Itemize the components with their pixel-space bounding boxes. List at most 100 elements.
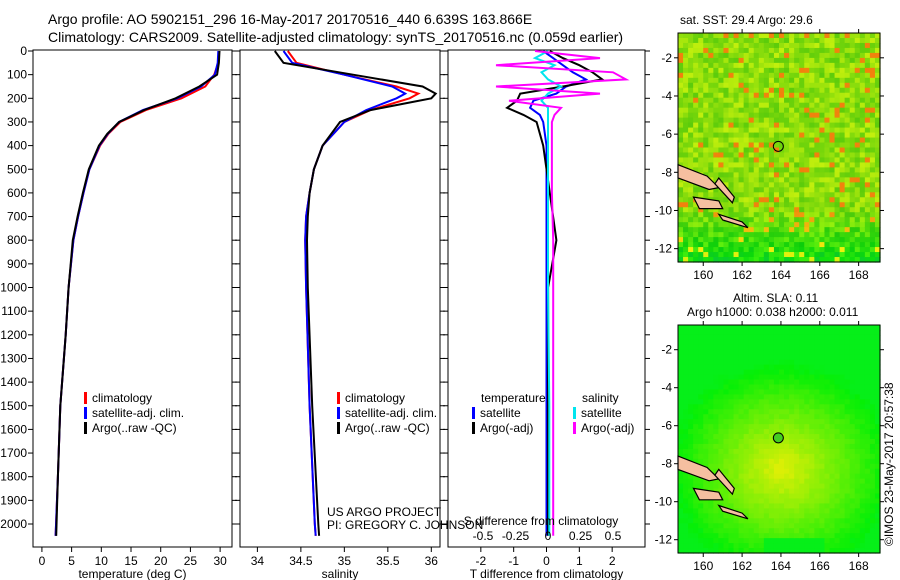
map-cell (678, 369, 684, 376)
map-cell (748, 439, 755, 445)
map-cell (854, 429, 861, 435)
map-cell (864, 57, 871, 64)
map-cell (824, 349, 831, 356)
map-cell (869, 473, 876, 480)
map-cell (859, 523, 866, 529)
map-cell (799, 379, 805, 386)
map-cell (824, 419, 831, 425)
map-cell (708, 463, 714, 470)
map-cell (819, 458, 826, 465)
map-cell (834, 538, 841, 544)
map-cell (864, 523, 871, 529)
map-cell (758, 379, 765, 386)
map-cell (683, 252, 689, 258)
map-cell (864, 369, 871, 376)
map-cell (693, 212, 699, 218)
map-cell (713, 187, 719, 193)
map-cell (799, 107, 805, 114)
map-cell (708, 389, 714, 395)
map-cell (678, 192, 684, 198)
map-cell (784, 132, 790, 139)
map-cell (859, 227, 866, 233)
map-cell (789, 354, 795, 361)
map-cell (738, 132, 745, 139)
map-cell (723, 493, 730, 500)
map-cell (723, 227, 730, 233)
map-cell (794, 57, 800, 64)
map-cell (854, 498, 861, 505)
map-cell (824, 112, 831, 119)
map-cell (763, 222, 770, 228)
map-cell (693, 458, 699, 465)
map-cell (768, 137, 775, 144)
map-cell (693, 122, 699, 129)
map-cell (844, 207, 851, 213)
map-cell (849, 379, 856, 386)
map-cell (849, 33, 856, 39)
map-cell (703, 187, 709, 193)
map-cell (779, 493, 785, 500)
map-cell (849, 329, 856, 336)
map-cell (824, 468, 831, 475)
map-cell (844, 167, 851, 173)
map-cell (834, 453, 841, 460)
map-cell (819, 212, 826, 218)
salinity-panel: 34 34.5 35 35.5 36salinityclimatologysatelli… (235, 49, 445, 580)
map-cell (698, 147, 704, 154)
map-cell (839, 167, 846, 173)
map-cell (829, 57, 836, 64)
timestamp: ©IMOS 23-May-2017 20:57:38 (882, 382, 896, 546)
map-cell (809, 232, 815, 238)
map-cell (834, 369, 841, 376)
map-cell (728, 117, 735, 124)
map-cell (849, 47, 856, 54)
map-cell (683, 72, 689, 79)
map-cell (799, 147, 805, 154)
map-cell (844, 379, 851, 386)
map-cell (824, 453, 831, 460)
map-cell (839, 217, 846, 223)
map-cell (864, 192, 871, 198)
map-cell (728, 478, 735, 485)
map-cell (743, 112, 750, 119)
map-cell (723, 232, 730, 238)
map-cell (784, 172, 790, 178)
map-cell (829, 112, 836, 119)
map-cell (819, 543, 826, 549)
map-cell (763, 242, 770, 248)
map-cell (839, 424, 846, 430)
map-cell (773, 523, 780, 529)
map-cell (693, 404, 699, 410)
map-cell (779, 518, 785, 524)
map-cell (753, 227, 760, 233)
map-cell (839, 107, 846, 114)
map-cell (789, 137, 795, 144)
map-cell (733, 414, 740, 420)
map-cell (718, 162, 725, 169)
y-tick-label: 1100 (1, 304, 27, 318)
map-cell (713, 112, 719, 119)
map-cell (738, 177, 745, 183)
map-cell (768, 538, 775, 544)
map-cell (698, 453, 704, 460)
map-cell (748, 152, 755, 159)
map-cell (738, 112, 745, 119)
map-cell (834, 478, 841, 485)
map-cell (844, 157, 851, 164)
map-cell (784, 107, 790, 114)
map-cell (763, 448, 770, 455)
map-cell (789, 518, 795, 524)
map-cell (844, 498, 851, 505)
map-cell (854, 339, 861, 346)
map-cell (834, 217, 841, 223)
map-cell (834, 364, 841, 371)
map-cell (824, 192, 831, 198)
map-cell (733, 448, 740, 455)
map-cell (713, 147, 719, 154)
map-cell (809, 498, 815, 505)
map-cell (723, 242, 730, 248)
map-cell (763, 117, 770, 124)
map-cell (708, 147, 714, 154)
map-cell (829, 498, 836, 505)
map-cell (794, 162, 800, 169)
